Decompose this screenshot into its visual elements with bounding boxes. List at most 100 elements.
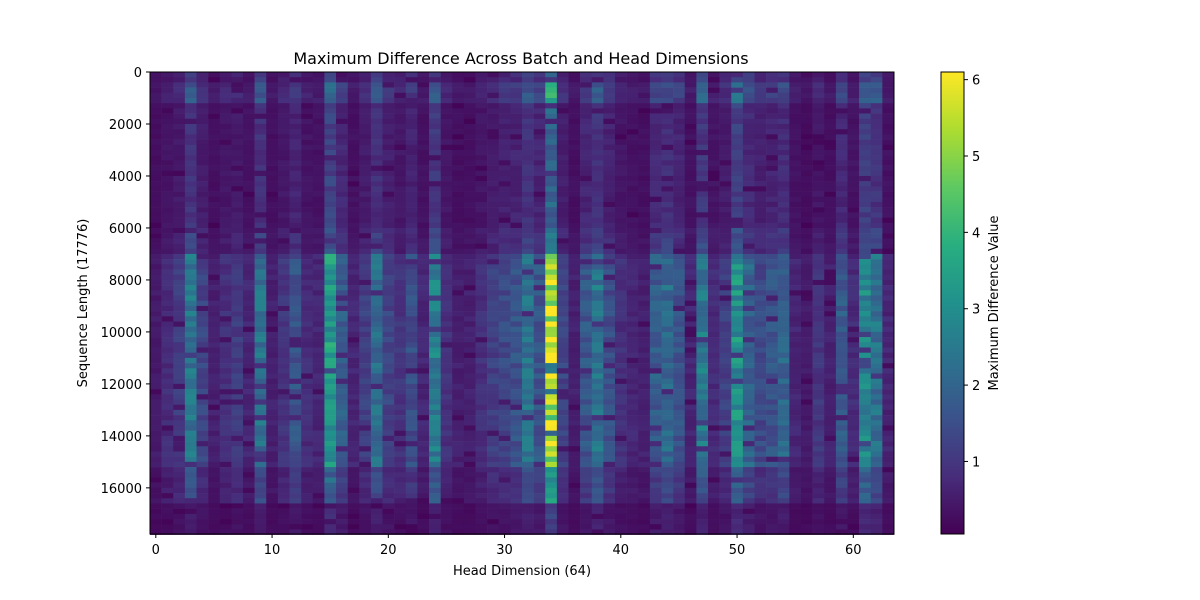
heatmap-cell	[301, 108, 314, 114]
heatmap-cell	[556, 186, 569, 192]
heatmap-cell	[463, 352, 476, 359]
heatmap-cell	[510, 399, 523, 405]
heatmap-cell	[324, 415, 337, 421]
heatmap-cell	[719, 373, 732, 379]
heatmap-cell	[626, 399, 639, 405]
heatmap-cell	[603, 477, 616, 483]
heatmap-cell	[568, 446, 581, 452]
heatmap-cell	[336, 170, 348, 177]
heatmap-cell	[649, 217, 662, 224]
heatmap-cell	[626, 113, 639, 120]
heatmap-cell	[429, 425, 441, 431]
heatmap-cell	[580, 191, 593, 198]
heatmap-cell	[347, 524, 360, 530]
heatmap-cell	[731, 524, 744, 530]
heatmap-cell	[301, 482, 314, 489]
heatmap-cell	[556, 149, 569, 156]
heatmap-cell	[673, 290, 686, 296]
heatmap-cell	[510, 430, 523, 437]
heatmap-cell	[673, 212, 686, 218]
heatmap-cell	[277, 243, 290, 250]
heatmap-cell	[591, 149, 604, 156]
heatmap-cell	[429, 467, 441, 473]
heatmap-cell	[254, 279, 267, 286]
heatmap-cell	[429, 399, 441, 405]
heatmap-cell	[301, 155, 314, 161]
heatmap-cell	[324, 212, 337, 218]
heatmap-cell	[266, 415, 279, 421]
heatmap-cell	[580, 524, 593, 530]
heatmap-cell	[243, 248, 255, 255]
heatmap-cell	[452, 441, 465, 447]
heatmap-cell	[673, 347, 686, 353]
heatmap-cell	[696, 191, 709, 198]
heatmap-cell	[324, 87, 337, 94]
heatmap-cell	[545, 383, 558, 390]
heatmap-cell	[638, 201, 651, 208]
heatmap-cell	[184, 326, 197, 333]
heatmap-cell	[289, 295, 302, 302]
heatmap-cell	[533, 82, 546, 88]
heatmap-cell	[801, 97, 813, 104]
heatmap-cell	[440, 342, 453, 348]
heatmap-cell	[277, 170, 290, 177]
heatmap-cell	[429, 394, 441, 400]
heatmap-cell	[370, 170, 383, 177]
heatmap-cell	[208, 441, 221, 447]
heatmap-cell	[347, 347, 360, 353]
heatmap-cell	[626, 196, 639, 203]
heatmap-cell	[254, 103, 267, 109]
heatmap-cell	[196, 493, 209, 499]
heatmap-cell	[766, 103, 779, 109]
heatmap-cell	[556, 347, 569, 353]
heatmap-cell	[603, 404, 616, 411]
heatmap-cell	[173, 363, 186, 369]
heatmap-cell	[429, 513, 441, 520]
heatmap-cell	[742, 170, 755, 177]
heatmap-cell	[673, 87, 686, 94]
heatmap-cell	[556, 113, 569, 120]
heatmap-cell	[661, 217, 674, 224]
heatmap-cell	[382, 394, 395, 400]
heatmap-cell	[440, 285, 453, 291]
heatmap-cell	[719, 321, 732, 327]
heatmap-cell	[556, 472, 569, 478]
heatmap-cell	[638, 222, 651, 229]
heatmap-cell	[184, 472, 197, 478]
heatmap-cell	[370, 300, 383, 307]
heatmap-cell	[277, 300, 290, 307]
heatmap-cell	[440, 513, 453, 520]
heatmap-cell	[429, 352, 441, 359]
heatmap-cell	[359, 305, 372, 312]
heatmap-cell	[405, 378, 418, 385]
heatmap-cell	[545, 279, 558, 286]
heatmap-cell	[510, 92, 523, 99]
heatmap-cell	[556, 139, 569, 146]
heatmap-cell	[161, 503, 174, 509]
heatmap-cell	[463, 181, 476, 187]
heatmap-cell	[615, 321, 627, 327]
heatmap-cell	[347, 498, 360, 504]
heatmap-cell	[766, 487, 779, 494]
heatmap-cell	[243, 368, 255, 374]
heatmap-cell	[673, 498, 686, 504]
heatmap-cell	[556, 446, 569, 452]
heatmap-cell	[266, 186, 279, 192]
heatmap-cell	[266, 165, 279, 172]
heatmap-cell	[580, 352, 593, 359]
heatmap-cell	[545, 186, 558, 192]
heatmap-cell	[615, 300, 627, 307]
heatmap-cell	[533, 295, 546, 302]
heatmap-cell	[719, 305, 732, 312]
heatmap-cell	[766, 92, 779, 99]
heatmap-cell	[708, 383, 720, 390]
heatmap-cell	[301, 503, 314, 509]
heatmap-cell	[289, 269, 302, 276]
heatmap-cell	[266, 446, 279, 452]
heatmap-cell	[789, 264, 802, 270]
heatmap-cell	[173, 503, 186, 509]
heatmap-cell	[522, 82, 534, 88]
heatmap-cell	[266, 519, 279, 525]
heatmap-cell	[777, 513, 790, 520]
heatmap-cell	[696, 347, 709, 353]
